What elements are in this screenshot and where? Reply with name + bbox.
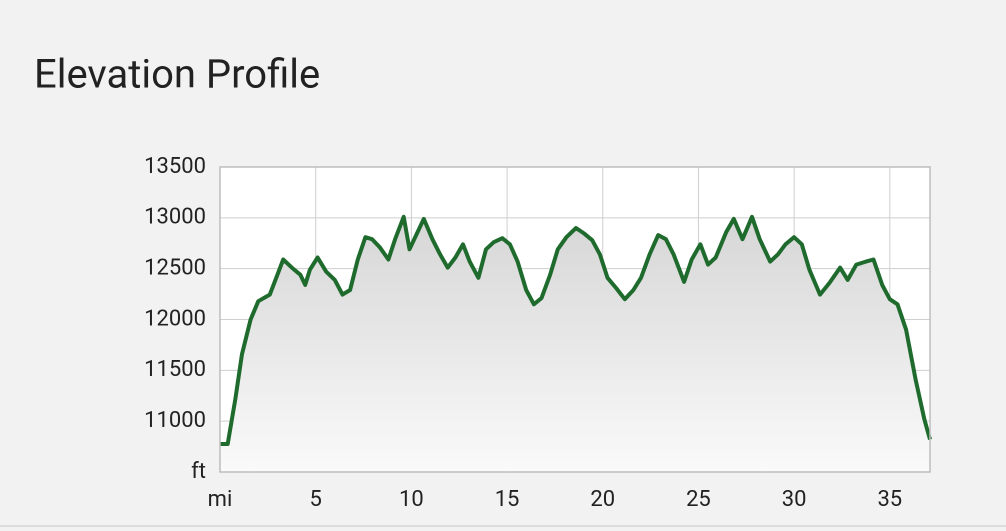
line [220, 214, 932, 446]
x-tick-label: 25 [686, 487, 711, 512]
y-tick-label: 11000 [144, 408, 206, 433]
x-tick-label: 30 [782, 487, 807, 512]
y-tick-label: 12000 [144, 306, 206, 331]
x-tick-label: 20 [590, 487, 615, 512]
x-tick-label: 10 [399, 487, 424, 512]
y-tick-label: 13000 [144, 205, 206, 230]
y-axis-label: ft [191, 459, 206, 484]
plot-border [219, 166, 931, 473]
x-tick-label: 5 [309, 487, 321, 512]
x-tick-label: 15 [495, 487, 520, 512]
y-tick-label: 13500 [144, 154, 206, 179]
area [220, 216, 930, 472]
y-tick-label: 12500 [144, 255, 206, 280]
chart-title: Elevation Profile [34, 51, 320, 98]
x-tick-label: 35 [877, 487, 902, 512]
y-tick-label: 11500 [144, 357, 206, 382]
x-axis-label: mi [208, 487, 233, 512]
